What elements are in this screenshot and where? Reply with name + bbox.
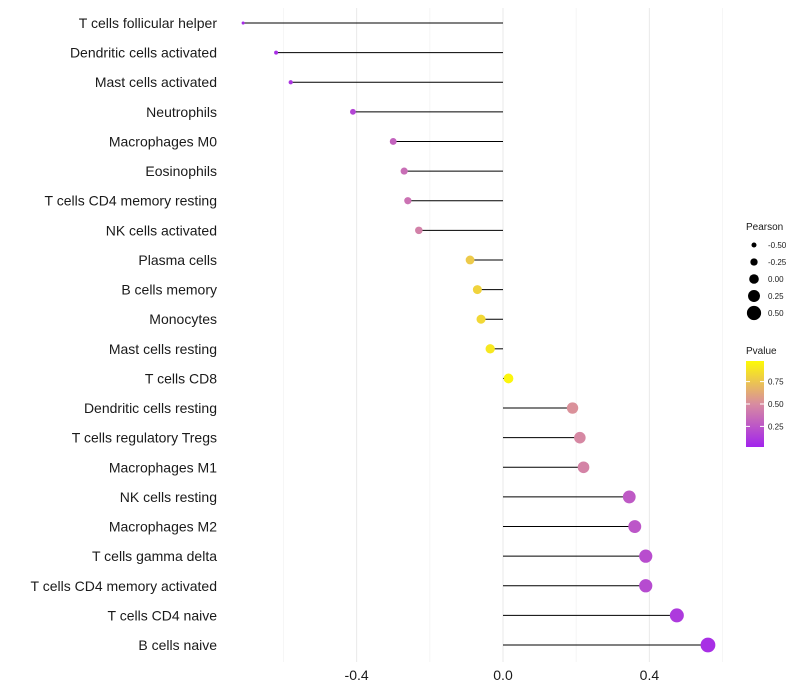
legend-size-label: -0.50 bbox=[768, 241, 787, 250]
lollipop-point bbox=[574, 431, 586, 444]
lollipop-point bbox=[350, 108, 356, 115]
legend-pvalue-title: Pvalue bbox=[746, 346, 777, 357]
legend-pvalue: Pvalue 0.75 0.50 0.25 bbox=[746, 346, 784, 447]
category-label: Dendritic cells activated bbox=[70, 45, 217, 61]
legend-size-key bbox=[748, 290, 760, 302]
lollipop-point bbox=[389, 138, 397, 145]
legend-size-key bbox=[749, 274, 759, 284]
lollipop-point bbox=[639, 579, 653, 593]
x-tick-label: 0.4 bbox=[640, 667, 660, 683]
lollipop-point bbox=[400, 167, 408, 175]
category-label: Neutrophils bbox=[146, 104, 217, 120]
legend-size-label: 0.00 bbox=[768, 275, 784, 284]
category-label: Plasma cells bbox=[138, 252, 217, 268]
lollipop-point bbox=[577, 461, 590, 474]
grid bbox=[282, 8, 723, 662]
legend-size-key bbox=[751, 242, 757, 248]
colorbar-label: 0.75 bbox=[768, 378, 784, 387]
category-label: Dendritic cells resting bbox=[84, 400, 217, 416]
category-label: B cells naive bbox=[138, 637, 217, 653]
lollipop-point bbox=[274, 50, 279, 55]
x-tick-label: -0.4 bbox=[345, 667, 369, 683]
category-label: Mast cells activated bbox=[95, 74, 217, 90]
legend-size-key bbox=[746, 305, 762, 321]
legend-size-key bbox=[750, 258, 758, 266]
lollipop-point bbox=[288, 80, 293, 85]
lollipop-point bbox=[485, 344, 495, 354]
lollipop-point bbox=[622, 490, 636, 504]
category-label: B cells memory bbox=[121, 282, 217, 298]
category-label: Macrophages M0 bbox=[109, 133, 217, 149]
legend-pearson-title: Pearson bbox=[746, 222, 783, 233]
category-label: T cells follicular helper bbox=[79, 15, 218, 31]
colorbar-label: 0.50 bbox=[768, 400, 784, 409]
lollipop-point bbox=[476, 314, 486, 324]
lollipop-point bbox=[404, 197, 412, 205]
category-label: Mast cells resting bbox=[109, 341, 217, 357]
category-label: Eosinophils bbox=[145, 163, 217, 179]
category-label: T cells CD4 memory resting bbox=[45, 193, 217, 209]
lollipop-point bbox=[415, 226, 423, 235]
lollipop-point bbox=[465, 255, 475, 265]
category-label: Macrophages M1 bbox=[109, 459, 217, 475]
pvalue-colorbar bbox=[746, 361, 764, 447]
lollipop-point bbox=[472, 285, 482, 295]
category-label: Monocytes bbox=[149, 311, 217, 327]
category-label: T cells regulatory Tregs bbox=[72, 430, 217, 446]
category-label: T cells CD4 naive bbox=[108, 607, 218, 623]
x-axis: -0.4 0.0 0.4 bbox=[345, 667, 660, 683]
colorbar-label: 0.25 bbox=[768, 422, 784, 431]
legend-size-label: 0.25 bbox=[768, 292, 784, 301]
legend-size-label: -0.25 bbox=[768, 258, 787, 267]
category-label: NK cells activated bbox=[106, 222, 217, 238]
lollipop-point bbox=[566, 402, 579, 414]
category-label: Macrophages M2 bbox=[109, 519, 217, 535]
lollipop-point bbox=[700, 637, 716, 653]
lollipop-point bbox=[241, 21, 245, 25]
lollipop-point bbox=[669, 608, 684, 623]
category-label: T cells gamma delta bbox=[92, 548, 217, 564]
lollipop-point bbox=[503, 373, 514, 384]
legend-size-label: 0.50 bbox=[768, 309, 784, 318]
x-tick-label: 0.0 bbox=[493, 667, 513, 683]
legend-pearson: Pearson -0.50 -0.25 0.00 0.25 0.50 bbox=[746, 222, 787, 321]
category-label: NK cells resting bbox=[120, 489, 217, 505]
category-label: T cells CD4 memory activated bbox=[31, 578, 217, 594]
category-label: T cells CD8 bbox=[145, 370, 217, 386]
data-rows: T cells follicular helper Dendritic cells… bbox=[31, 15, 716, 653]
lollipop-point bbox=[639, 549, 653, 563]
lollipop-point bbox=[628, 520, 642, 534]
